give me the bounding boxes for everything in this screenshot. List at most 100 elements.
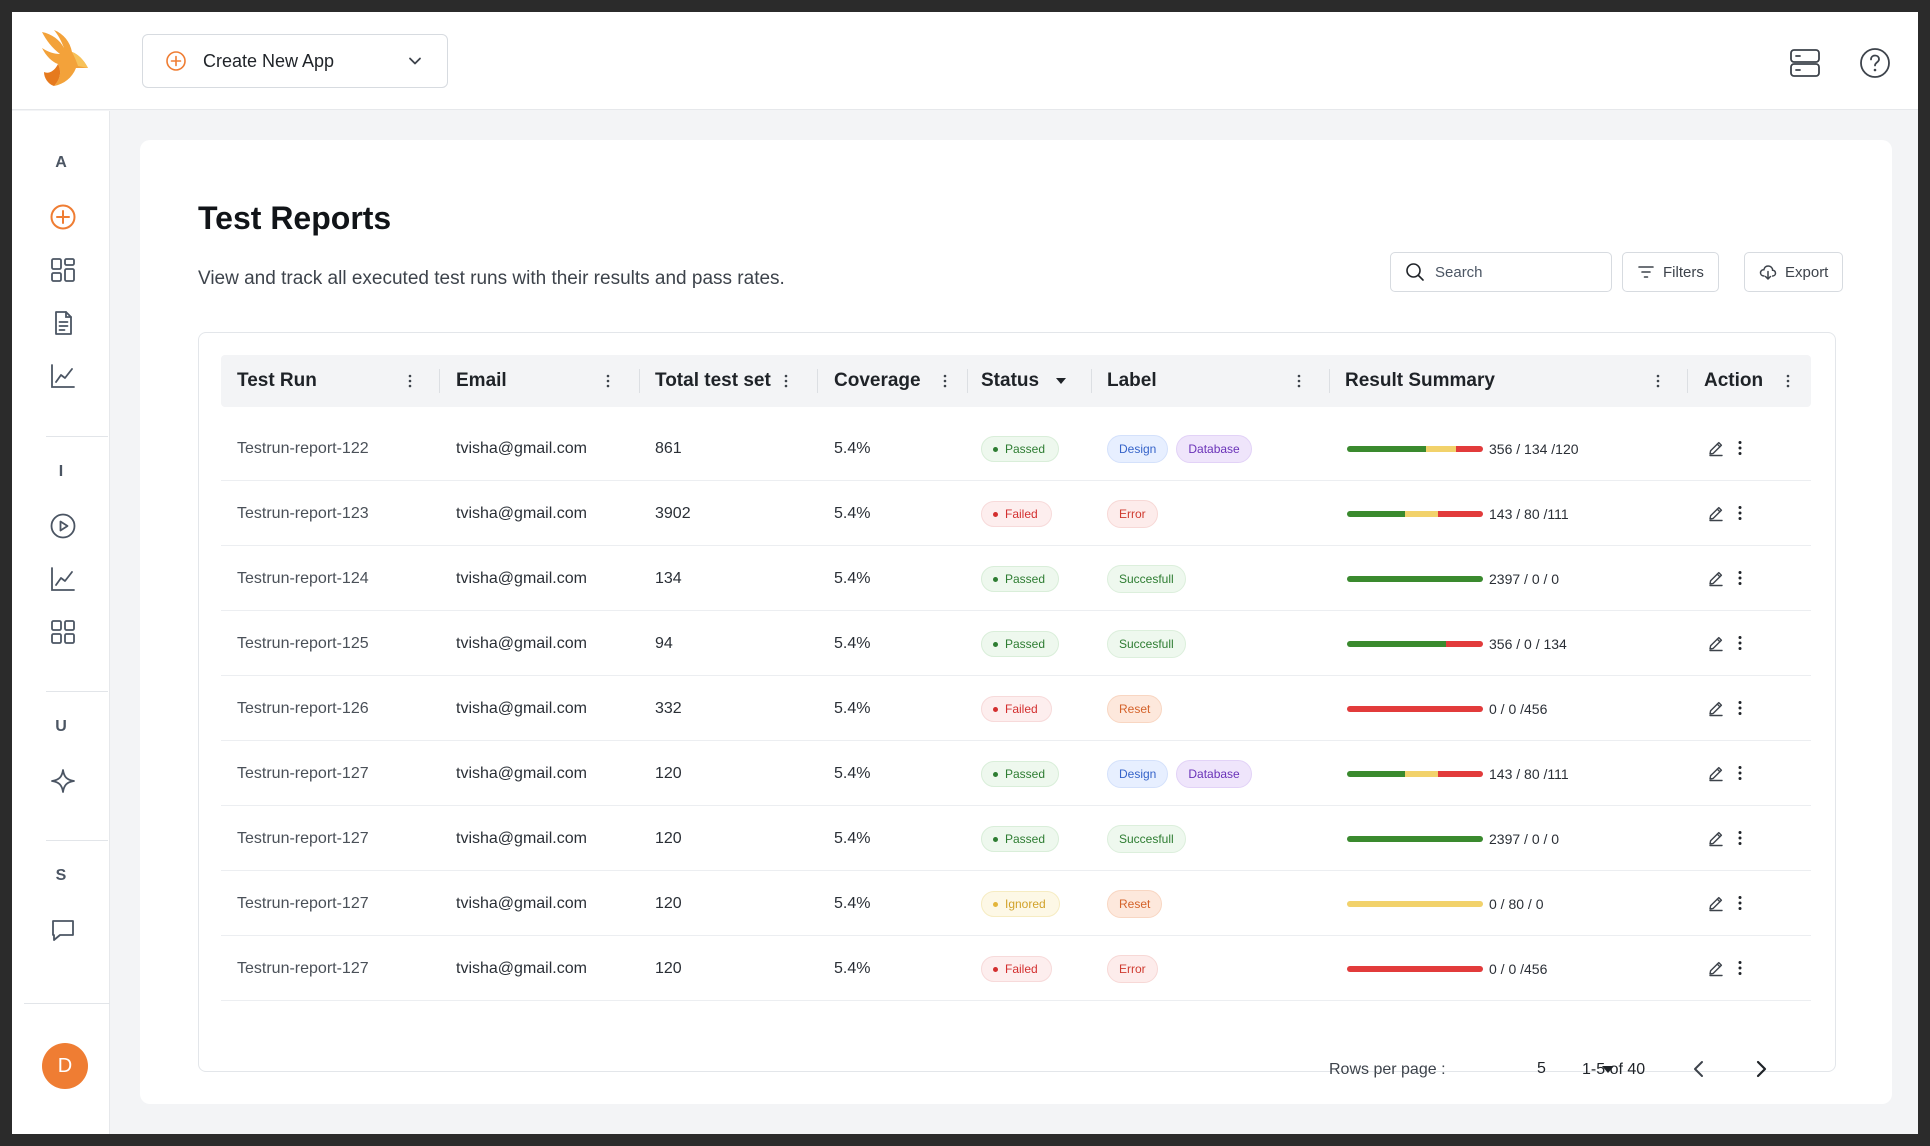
more-options-icon[interactable] (1736, 569, 1744, 587)
column-menu-icon[interactable] (783, 373, 789, 389)
edit-icon[interactable] (1707, 764, 1725, 782)
search-box[interactable] (1390, 252, 1612, 292)
cell-test-run[interactable]: Testrun-report-127 (237, 895, 369, 912)
more-options-icon[interactable] (1736, 439, 1744, 457)
result-progress-bar (1347, 511, 1483, 517)
edit-icon[interactable] (1707, 829, 1725, 847)
column-header-test-run[interactable]: Test Run (237, 370, 317, 391)
apps-grid-icon[interactable] (49, 618, 77, 646)
column-header-label[interactable]: Label (1107, 370, 1157, 391)
result-summary-text: 356 / 134 /120 (1489, 441, 1579, 457)
play-circle-icon[interactable] (49, 512, 77, 540)
edit-icon[interactable] (1707, 504, 1725, 522)
label-tag: Design (1107, 760, 1169, 788)
more-options-icon[interactable] (1736, 829, 1744, 847)
previous-page-icon[interactable] (1687, 1057, 1711, 1081)
cell-test-run[interactable]: Testrun-report-127 (237, 960, 369, 977)
next-page-icon[interactable] (1749, 1057, 1773, 1081)
status-text: Failed (1005, 507, 1038, 521)
column-separator (817, 369, 818, 393)
table-row[interactable]: Testrun-report-127 tvisha@gmail.com 120 5.4… (221, 807, 1811, 871)
label-tag: Database (1176, 760, 1252, 788)
table-row[interactable]: Testrun-report-122 tvisha@gmail.com 861 5.4… (221, 417, 1811, 481)
table-row[interactable]: Testrun-report-127 tvisha@gmail.com 120 5.4… (221, 937, 1811, 1001)
create-new-app-label: Create New App (203, 50, 335, 71)
column-menu-icon[interactable] (1655, 373, 1661, 389)
table-row[interactable]: Testrun-report-126 tvisha@gmail.com 332 5.4… (221, 677, 1811, 741)
chat-icon[interactable] (49, 916, 77, 944)
column-header-coverage[interactable]: Coverage (834, 370, 921, 391)
more-options-icon[interactable] (1736, 634, 1744, 652)
passed-segment (1347, 446, 1427, 452)
status-badge: Failed (981, 696, 1052, 722)
column-menu-icon[interactable] (1296, 373, 1302, 389)
more-options-icon[interactable] (1736, 764, 1744, 782)
edit-icon[interactable] (1707, 569, 1725, 587)
result-progress-bar (1347, 901, 1483, 907)
edit-icon[interactable] (1707, 699, 1725, 717)
status-dot (993, 641, 998, 647)
more-options-icon[interactable] (1736, 699, 1744, 717)
column-header-status[interactable]: Status (981, 370, 1040, 391)
status-badge: Passed (981, 826, 1060, 852)
cell-result-summary: 143 / 80 /111 (1347, 482, 1569, 546)
help-circle-icon[interactable] (1858, 46, 1892, 80)
column-menu-icon[interactable] (942, 373, 948, 389)
edit-icon[interactable] (1707, 439, 1725, 457)
avatar[interactable]: D (42, 1043, 88, 1089)
create-new-app-button[interactable]: Create New App (142, 34, 448, 88)
edit-icon[interactable] (1707, 634, 1725, 652)
add-circle-icon[interactable] (49, 203, 77, 231)
filter-icon (1638, 266, 1654, 278)
cell-test-run[interactable]: Testrun-report-127 (237, 830, 369, 847)
table-row[interactable]: Testrun-report-124 tvisha@gmail.com 134 5.4… (221, 547, 1811, 611)
cell-test-run[interactable]: Testrun-report-127 (237, 765, 369, 782)
sparkle-icon[interactable] (49, 767, 77, 795)
page-title: Test Reports (198, 200, 392, 236)
filters-button[interactable]: Filters (1622, 252, 1719, 292)
filters-label: Filters (1663, 263, 1704, 281)
column-menu-icon[interactable] (605, 373, 611, 389)
table-row[interactable]: Testrun-report-127 tvisha@gmail.com 120 5.4… (221, 742, 1811, 806)
more-options-icon[interactable] (1736, 959, 1744, 977)
reports-table: Test Run Email Total test set Coverage S… (198, 332, 1836, 1078)
column-menu-icon[interactable] (1785, 373, 1791, 389)
cell-test-run[interactable]: Testrun-report-122 (237, 440, 369, 457)
rabbit-logo-icon[interactable] (34, 28, 92, 90)
sort-down-icon[interactable] (1055, 376, 1067, 386)
column-header-total-test-set[interactable]: Total test set (655, 370, 771, 391)
cell-test-run[interactable]: Testrun-report-126 (237, 700, 369, 717)
cell-total-test-set: 861 (655, 440, 682, 457)
status-badge: Passed (981, 631, 1060, 657)
dashboard-grid-icon[interactable] (49, 256, 77, 284)
edit-icon[interactable] (1707, 959, 1725, 977)
cell-test-run[interactable]: Testrun-report-125 (237, 635, 369, 652)
server-icon[interactable] (1788, 46, 1822, 80)
ignored-segment (1347, 901, 1483, 907)
status-text: Passed (1005, 637, 1046, 651)
column-header-result-summary[interactable]: Result Summary (1345, 370, 1495, 391)
search-input[interactable] (1435, 263, 1605, 281)
cell-total-test-set: 120 (655, 895, 682, 912)
line-chart-icon[interactable] (49, 362, 77, 390)
table-row[interactable]: Testrun-report-123 tvisha@gmail.com 3902 5.… (221, 482, 1811, 546)
document-icon[interactable] (49, 309, 77, 337)
analytics-chart-icon[interactable] (49, 565, 77, 593)
column-menu-icon[interactable] (407, 373, 413, 389)
rows-per-page-select[interactable]: 5 (1537, 1053, 1637, 1085)
cell-test-run[interactable]: Testrun-report-123 (237, 505, 369, 522)
cell-result-summary: 0 / 0 /456 (1347, 677, 1547, 741)
more-options-icon[interactable] (1736, 504, 1744, 522)
table-row[interactable]: Testrun-report-127 tvisha@gmail.com 120 5.4… (221, 872, 1811, 936)
column-header-email[interactable]: Email (456, 370, 507, 391)
table-row[interactable]: Testrun-report-125 tvisha@gmail.com 94 5.4%… (221, 612, 1811, 676)
top-bar: Create New App (12, 12, 1918, 110)
cell-result-summary: 2397 / 0 / 0 (1347, 807, 1559, 871)
cell-test-run[interactable]: Testrun-report-124 (237, 570, 369, 587)
export-button[interactable]: Export (1744, 252, 1844, 292)
cell-email: tvisha@gmail.com (456, 570, 587, 587)
sidebar: A I (12, 111, 110, 1134)
more-options-icon[interactable] (1736, 894, 1744, 912)
result-summary-text: 2397 / 0 / 0 (1489, 831, 1560, 847)
edit-icon[interactable] (1707, 894, 1725, 912)
